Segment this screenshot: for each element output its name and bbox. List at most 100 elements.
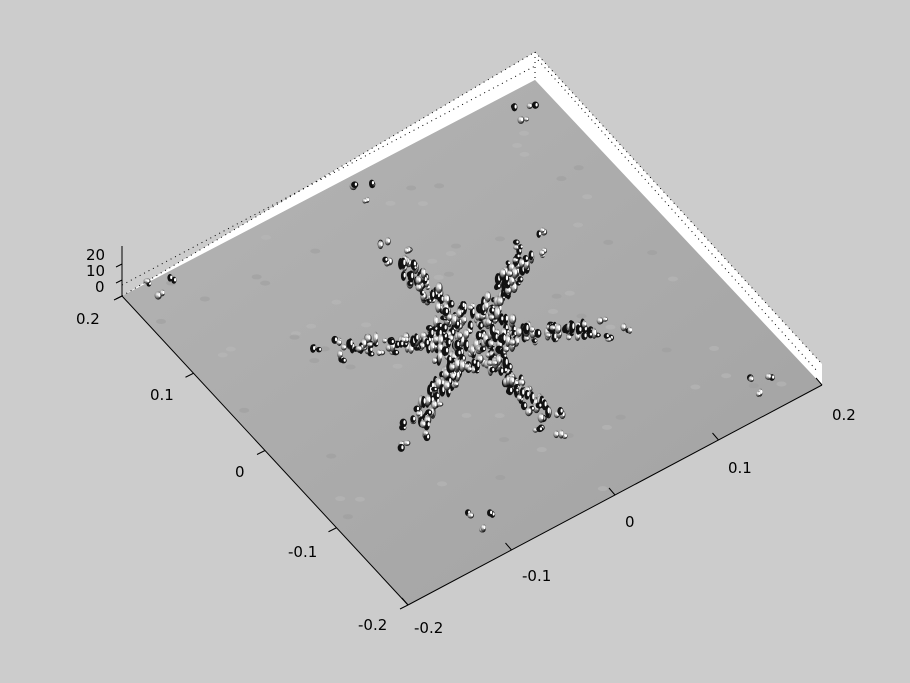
spike bbox=[506, 270, 514, 277]
x-tick-label: 0.1 bbox=[728, 459, 752, 477]
spike bbox=[545, 405, 550, 418]
spike bbox=[536, 230, 542, 238]
spike bbox=[484, 291, 491, 303]
spike bbox=[539, 227, 545, 233]
spike bbox=[602, 316, 608, 322]
surface-dimple bbox=[597, 486, 608, 492]
y-tick bbox=[185, 372, 194, 378]
spike bbox=[403, 440, 411, 447]
spike bbox=[425, 420, 430, 430]
spike bbox=[499, 268, 507, 278]
x-tick bbox=[815, 377, 823, 386]
spike bbox=[539, 249, 545, 256]
spike bbox=[467, 366, 472, 372]
spike bbox=[508, 338, 516, 346]
spike bbox=[480, 524, 486, 532]
spike bbox=[586, 331, 593, 338]
y-tick bbox=[256, 450, 266, 455]
surface-dimple bbox=[776, 381, 787, 387]
spike bbox=[310, 344, 316, 353]
surface-dimple bbox=[217, 352, 228, 358]
surface-dimple bbox=[306, 323, 317, 329]
surface-dimple bbox=[433, 274, 444, 280]
spike bbox=[449, 363, 456, 372]
spike bbox=[459, 359, 466, 372]
spike bbox=[437, 350, 442, 364]
spike bbox=[366, 341, 373, 347]
spike bbox=[435, 282, 443, 294]
x-tick bbox=[505, 542, 512, 551]
spike bbox=[501, 353, 508, 359]
surface-dimple bbox=[331, 299, 342, 305]
spike bbox=[421, 395, 426, 409]
surface-dimple bbox=[239, 407, 250, 413]
surface-dimple bbox=[354, 496, 365, 502]
spike bbox=[376, 349, 382, 356]
surface-dimple bbox=[385, 200, 396, 206]
surface-floor bbox=[122, 80, 822, 605]
surface-dimple bbox=[261, 234, 272, 240]
spike bbox=[512, 387, 520, 394]
surface-dimple bbox=[225, 346, 236, 352]
spike bbox=[512, 257, 519, 263]
y-tick-label: -0.2 bbox=[358, 616, 387, 634]
x-tick bbox=[608, 487, 616, 496]
surface-dimple bbox=[536, 447, 547, 453]
surface-dimple bbox=[548, 308, 559, 314]
spike bbox=[443, 380, 451, 391]
spike bbox=[517, 276, 524, 283]
spike bbox=[446, 355, 452, 364]
spike bbox=[461, 315, 467, 324]
spike bbox=[407, 270, 415, 283]
spike bbox=[340, 343, 347, 351]
spike bbox=[377, 240, 384, 250]
surface-dimple bbox=[721, 373, 732, 379]
spike bbox=[355, 345, 363, 352]
spike bbox=[508, 313, 517, 325]
spike bbox=[526, 102, 533, 110]
spike bbox=[435, 301, 441, 313]
y-tick-labels: 0.2 0.1 0 -0.1 -0.2 bbox=[76, 310, 387, 634]
spike bbox=[336, 339, 342, 346]
x-tick-label: 0 bbox=[625, 513, 635, 531]
spike bbox=[415, 410, 421, 417]
spike bbox=[514, 336, 520, 347]
surface-dimple bbox=[519, 151, 530, 157]
surface-dimple bbox=[310, 248, 321, 254]
surface-dimple bbox=[748, 383, 759, 389]
spike bbox=[520, 401, 528, 411]
spike bbox=[410, 415, 416, 423]
spike bbox=[387, 338, 396, 346]
surface-dimple bbox=[326, 453, 337, 459]
x-tick bbox=[401, 597, 409, 606]
spike bbox=[516, 394, 522, 402]
back-wall-left bbox=[122, 52, 535, 296]
spike bbox=[496, 296, 504, 307]
spike bbox=[441, 323, 448, 333]
z-tick-label: 20 bbox=[86, 246, 105, 264]
spike bbox=[347, 338, 353, 349]
spike bbox=[419, 420, 427, 429]
spike bbox=[424, 338, 429, 348]
axis-ticks bbox=[113, 263, 823, 610]
spike bbox=[501, 332, 506, 346]
spike bbox=[436, 401, 444, 407]
y-tick-label: 0.1 bbox=[150, 386, 174, 404]
surface-dimple bbox=[406, 185, 417, 191]
spike bbox=[413, 405, 421, 413]
spike bbox=[451, 313, 457, 326]
spike bbox=[400, 270, 407, 281]
spike bbox=[491, 332, 500, 343]
spike bbox=[536, 426, 544, 433]
spike bbox=[523, 116, 530, 122]
surface-dimple bbox=[260, 280, 271, 286]
x-tick-labels: -0.2 -0.1 0 0.1 0.2 bbox=[414, 406, 856, 637]
spike bbox=[428, 327, 435, 339]
x-tick-label: -0.2 bbox=[414, 619, 443, 637]
spike bbox=[554, 323, 562, 334]
spike bbox=[511, 103, 518, 112]
spike bbox=[581, 331, 588, 341]
surface-dimple bbox=[576, 313, 587, 319]
back-wall-right bbox=[535, 52, 822, 385]
spike bbox=[488, 314, 495, 321]
